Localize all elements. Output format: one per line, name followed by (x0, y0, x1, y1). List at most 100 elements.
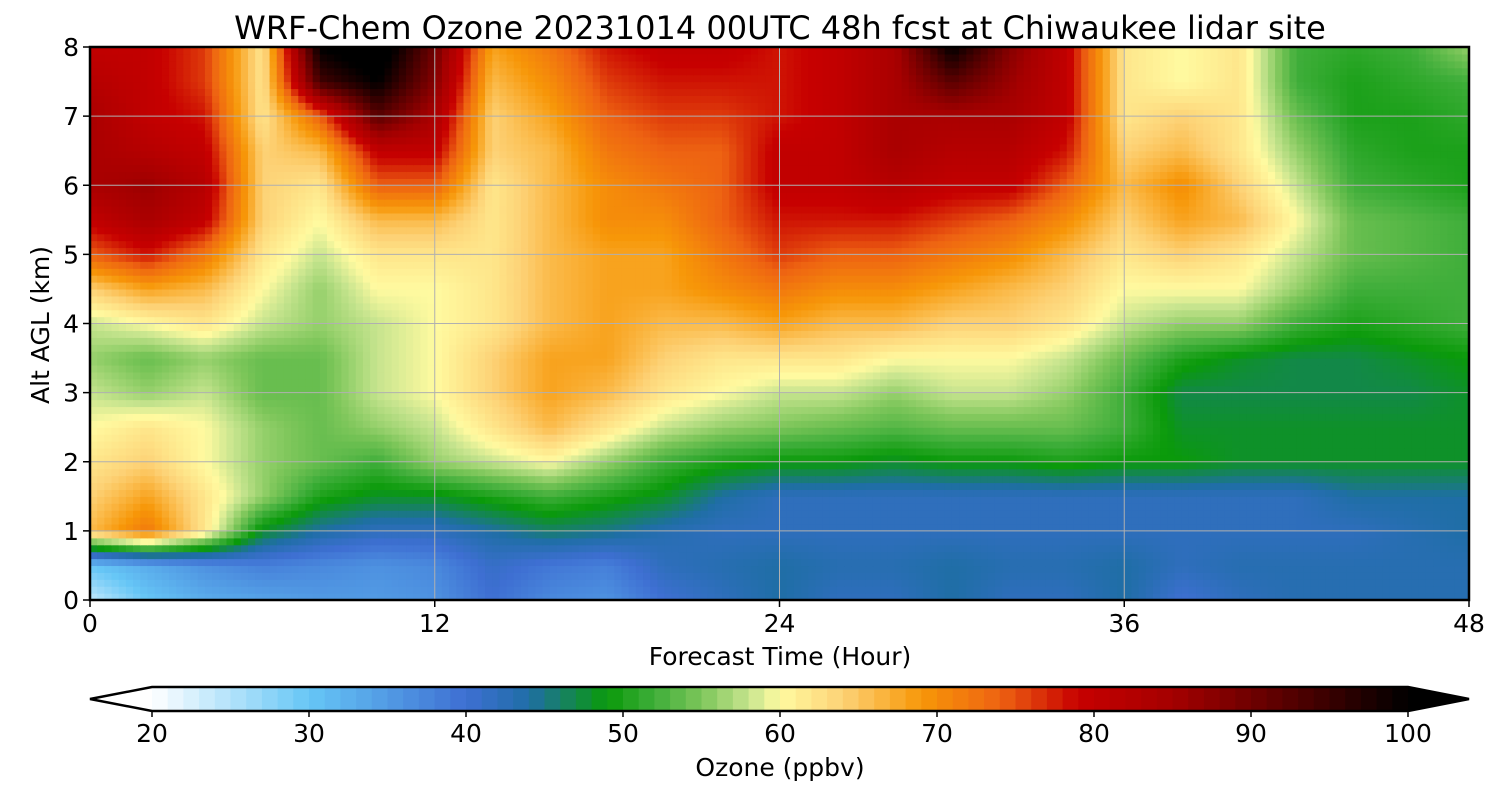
heatmap-cell (384, 503, 393, 511)
heatmap-cell (1203, 420, 1212, 428)
heatmap-cell (1152, 510, 1161, 518)
heatmap-cell (908, 496, 917, 504)
heatmap-cell (1152, 565, 1161, 573)
heatmap-cell (456, 496, 465, 504)
heatmap-cell (757, 427, 766, 435)
heatmap-cell (966, 496, 975, 504)
heatmap-cell (1440, 586, 1449, 594)
heatmap-cell (312, 420, 321, 428)
heatmap-cell (585, 565, 594, 573)
heatmap-cell (355, 523, 364, 532)
heatmap-cell (1109, 517, 1118, 525)
heatmap-cell (140, 551, 149, 560)
heatmap-cell (1418, 510, 1427, 518)
heatmap-cell (319, 523, 328, 532)
heatmap-cell (413, 496, 421, 504)
heatmap-cell (248, 496, 256, 504)
heatmap-cell (772, 496, 781, 504)
heatmap-cell (477, 454, 486, 463)
heatmap-cell (169, 482, 177, 490)
heatmap-cell (111, 447, 120, 456)
heatmap-cell (240, 475, 249, 484)
heatmap-cell (844, 537, 852, 546)
heatmap-cell (334, 593, 342, 600)
heatmap-cell (327, 558, 335, 567)
heatmap-cell (1267, 434, 1276, 442)
heatmap-cell (937, 565, 946, 573)
heatmap-cell (140, 489, 149, 497)
heatmap-cell (650, 558, 658, 567)
heatmap-cell (693, 593, 702, 600)
heatmap-cell (111, 544, 120, 553)
heatmap-cell (564, 544, 572, 553)
heatmap-cell (441, 461, 450, 470)
heatmap-cell (1368, 447, 1377, 456)
heatmap-cell (1188, 434, 1197, 442)
heatmap-cell (240, 537, 249, 546)
heatmap-cell (722, 523, 730, 532)
heatmap-cell (1368, 565, 1377, 573)
heatmap-cell (1160, 537, 1168, 546)
heatmap-cell (506, 482, 515, 490)
heatmap-cell (1296, 447, 1305, 456)
heatmap-cell (413, 503, 421, 511)
heatmap-cell (169, 537, 177, 546)
heatmap-cell (1109, 441, 1118, 449)
heatmap-cell (118, 420, 127, 428)
heatmap-cell (1102, 434, 1111, 442)
heatmap-cell (477, 461, 486, 470)
heatmap-cell (1354, 482, 1362, 490)
heatmap-cell (147, 482, 156, 490)
heatmap-cell (1231, 434, 1240, 442)
heatmap-cell (1038, 586, 1046, 594)
heatmap-cell (341, 482, 350, 490)
heatmap-cell (341, 461, 350, 470)
heatmap-cell (908, 510, 917, 518)
heatmap-cell (1318, 434, 1326, 442)
heatmap-cell (951, 441, 960, 449)
heatmap-cell (1009, 586, 1018, 594)
heatmap-cell (327, 434, 335, 442)
heatmap-cell (1131, 482, 1140, 490)
heatmap-cell (319, 496, 328, 504)
heatmap-cell (793, 517, 802, 525)
heatmap-cell (1397, 496, 1405, 504)
heatmap-cell (707, 510, 716, 518)
heatmap-cell (190, 454, 199, 463)
heatmap-cell (793, 496, 802, 504)
heatmap-cell (1296, 468, 1305, 477)
heatmap-cell (678, 441, 687, 449)
heatmap-cell (959, 482, 967, 490)
heatmap-cell (700, 523, 709, 532)
heatmap-cell (901, 489, 910, 497)
heatmap-cell (1181, 572, 1190, 580)
heatmap-cell (1275, 572, 1283, 580)
heatmap-cell (671, 468, 680, 477)
heatmap-cell (1196, 468, 1204, 477)
heatmap-cell (1260, 461, 1269, 470)
heatmap-cell (1160, 579, 1168, 587)
heatmap-cell (1059, 551, 1068, 560)
heatmap-cell (1009, 503, 1018, 511)
heatmap-cell (994, 537, 1003, 546)
heatmap-cell (865, 447, 874, 456)
heatmap-cell (1188, 503, 1197, 511)
heatmap-cell (1188, 565, 1197, 573)
heatmap-cell (1253, 593, 1262, 600)
heatmap-cell (520, 510, 529, 518)
heatmap-cell (348, 468, 357, 477)
heatmap-cell (678, 523, 687, 532)
heatmap-cell (1002, 565, 1010, 573)
heatmap-cell (736, 572, 745, 580)
heatmap-cell (1454, 517, 1463, 525)
heatmap-cell (578, 496, 587, 504)
heatmap-cell (240, 482, 249, 490)
heatmap-cell (1052, 517, 1061, 525)
heatmap-cell (248, 461, 256, 470)
heatmap-cell (844, 530, 852, 539)
heatmap-cell (686, 544, 694, 553)
heatmap-cell (104, 441, 113, 449)
heatmap-cell (729, 544, 737, 553)
heatmap-cell (908, 572, 917, 580)
heatmap-cell (901, 544, 910, 553)
